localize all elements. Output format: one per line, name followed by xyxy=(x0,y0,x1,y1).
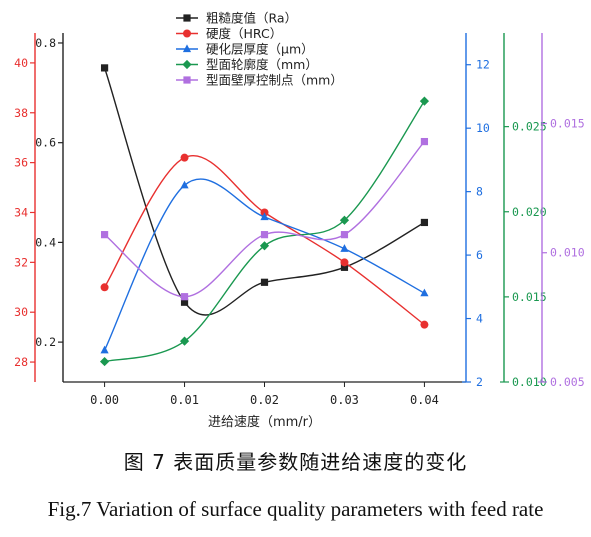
series-2-point xyxy=(180,153,189,162)
y_hrc-tick-label: 28 xyxy=(14,355,28,369)
legend-marker-3 xyxy=(182,44,192,53)
y_profile-tick-label: 0.015 xyxy=(512,290,547,304)
y_ra-tick-label: 0.8 xyxy=(35,36,56,50)
legend-label-2: 硬度（HRC） xyxy=(206,26,282,41)
series-line-1 xyxy=(103,67,425,316)
series-5-point xyxy=(340,231,349,239)
y_wall-tick-label: 0.010 xyxy=(550,246,585,260)
y_depth-tick-label: 6 xyxy=(476,248,483,262)
figure-caption-english: Fig.7 Variation of surface quality param… xyxy=(47,497,544,521)
y_depth-tick-label: 2 xyxy=(476,375,483,389)
series-2-point xyxy=(420,320,429,329)
series-3-point xyxy=(260,212,269,221)
line-chart: 0.00 0.01 0.02 0.03 0.04 进给速度（mm/r） 0.2 0.4 0.6 0… xyxy=(14,11,585,431)
series-1-point xyxy=(260,278,269,286)
legend-marker-1 xyxy=(183,14,191,22)
series-3-point xyxy=(180,180,189,189)
y_profile-tick-label: 0.010 xyxy=(512,375,547,389)
series-3-point xyxy=(340,244,349,252)
y_depth-tick-label: 10 xyxy=(476,121,490,135)
legend-marker-4 xyxy=(182,59,192,70)
series-4-point xyxy=(259,241,270,251)
y_wall-tick-label: 0.015 xyxy=(550,116,585,130)
series-1-point xyxy=(420,218,429,227)
legend-label-3: 硬化层厚度（μm） xyxy=(206,42,314,57)
y_ra-tick-label: 0.4 xyxy=(35,235,56,249)
series-3-point xyxy=(100,345,109,354)
series-5-point xyxy=(100,231,109,239)
y_profile-tick-label: 0.020 xyxy=(512,205,547,219)
series-5-point xyxy=(260,231,269,239)
y_hrc-tick-label: 36 xyxy=(14,156,28,170)
y_wall-tick-label: 0.005 xyxy=(550,375,585,389)
y_depth-tick-label: 4 xyxy=(476,312,483,326)
y_depth-tick-label: 12 xyxy=(476,58,490,72)
legend-label-4: 型面轮廓度（mm） xyxy=(206,57,318,72)
series-1-point xyxy=(100,64,109,72)
series-4-point xyxy=(339,215,350,225)
series-4-point xyxy=(419,96,430,106)
series-line-2 xyxy=(103,155,425,326)
x-tick-label: 0.02 xyxy=(250,393,279,407)
x-axis-label: 进给速度（mm/r） xyxy=(208,414,321,430)
y_hrc-tick-label: 30 xyxy=(14,305,28,319)
y_hrc-tick-label: 32 xyxy=(14,255,28,269)
series-5-point xyxy=(180,293,189,301)
y_profile-tick-label: 0.025 xyxy=(512,120,547,134)
figure-caption-chinese: 图 7 表面质量参数随进给速度的变化 xyxy=(123,450,468,474)
legend-label-1: 粗糙度值（Ra） xyxy=(206,11,297,26)
legend-marker-5 xyxy=(183,76,191,84)
y_depth-tick-label: 8 xyxy=(476,185,483,199)
series-1-point xyxy=(340,263,349,271)
x-tick-label: 0.04 xyxy=(410,393,439,407)
series-5-point xyxy=(420,137,429,146)
series-4-point xyxy=(179,336,190,346)
series-1-point xyxy=(180,298,189,306)
y_ra-tick-label: 0.6 xyxy=(35,136,56,150)
x-tick-label: 0.00 xyxy=(90,393,119,407)
series-2-point xyxy=(100,283,109,292)
y_hrc-tick-label: 38 xyxy=(14,106,28,120)
series-4-point xyxy=(99,356,110,367)
legend-label-5: 型面壁厚控制点（mm） xyxy=(206,73,343,88)
x-tick-label: 0.03 xyxy=(330,393,359,407)
y_hrc-tick-label: 34 xyxy=(14,205,28,219)
series-line-3 xyxy=(103,178,425,351)
y_ra-tick-label: 0.2 xyxy=(35,335,56,349)
legend-marker-2 xyxy=(183,29,191,38)
x-tick-label: 0.01 xyxy=(170,393,199,407)
series-2-point xyxy=(340,258,349,267)
series-3-point xyxy=(420,288,429,297)
y_hrc-tick-label: 40 xyxy=(14,56,28,70)
